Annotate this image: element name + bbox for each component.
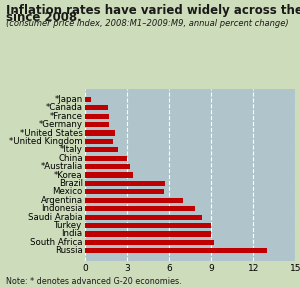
Bar <box>85 122 109 127</box>
Bar <box>85 130 115 136</box>
Bar <box>85 139 113 144</box>
Text: Inflation rates have varied widely across the G-20: Inflation rates have varied widely acros… <box>6 4 300 17</box>
Bar <box>85 206 195 211</box>
Bar <box>85 114 109 119</box>
Text: Note: * denotes advanced G-20 economies.: Note: * denotes advanced G-20 economies. <box>6 277 182 286</box>
Text: (consumer price index, 2008:M1–2009:M9, annual percent change): (consumer price index, 2008:M1–2009:M9, … <box>6 19 289 28</box>
Bar <box>85 189 164 195</box>
Bar <box>85 105 108 110</box>
Bar <box>85 231 212 236</box>
Bar <box>85 214 202 220</box>
Bar <box>85 164 130 169</box>
Bar <box>85 223 212 228</box>
Bar <box>85 240 214 245</box>
Bar <box>85 97 91 102</box>
Bar <box>85 156 128 161</box>
Bar <box>85 248 268 253</box>
Bar <box>85 147 118 152</box>
Bar <box>85 198 184 203</box>
Bar <box>85 172 133 178</box>
Text: since 2008.: since 2008. <box>6 11 82 24</box>
Bar <box>85 181 165 186</box>
